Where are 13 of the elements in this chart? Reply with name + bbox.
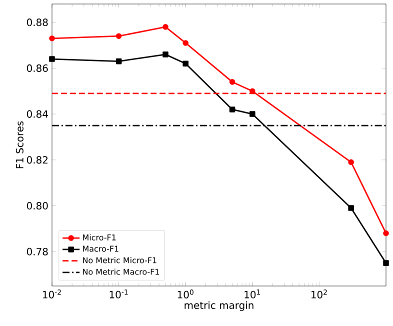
y-axis-title: F1 Scores <box>16 121 24 168</box>
y-tick-label: 0.86 <box>26 64 48 72</box>
y-tick-label: 0.84 <box>26 110 48 118</box>
x-tick-label: 10$^{-1}$ <box>110 290 128 298</box>
x-tick-label: 10$^{2}$ <box>311 290 327 298</box>
y-tick-label: 0.78 <box>26 248 48 256</box>
x-tick-label: 10$^{0}$ <box>178 290 194 298</box>
x-axis-title: metric margin <box>184 301 254 311</box>
y-tick-label: 0.82 <box>26 156 48 164</box>
x-tick-label: 10$^{1}$ <box>244 290 260 298</box>
y-tick-label: 0.80 <box>26 202 48 210</box>
x-tick-label: 10$^{-2}$ <box>43 290 61 298</box>
y-tick-label: 0.88 <box>26 18 48 26</box>
